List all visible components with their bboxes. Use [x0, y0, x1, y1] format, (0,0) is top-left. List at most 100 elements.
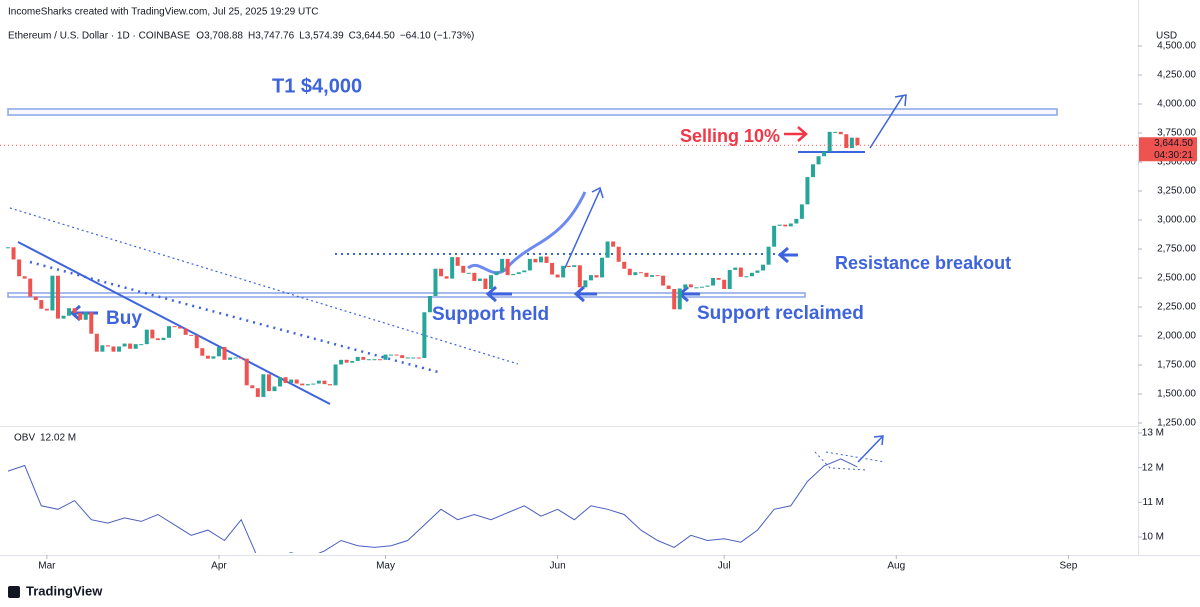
candle [711, 278, 716, 286]
candle [566, 265, 571, 267]
candle [772, 225, 777, 247]
annotation: T1 $4,000 [272, 75, 362, 97]
candle [500, 258, 505, 272]
target-zone [7, 108, 1058, 116]
ohlc-label: O [196, 31, 204, 42]
header: IncomeSharks created with TradingView.co… [8, 7, 319, 18]
candle [305, 384, 310, 386]
candle [200, 348, 205, 356]
countdown: 04:30:21 [1154, 150, 1193, 161]
trend-line [9, 207, 519, 365]
candle [766, 246, 771, 265]
candle [794, 218, 799, 224]
candle [672, 289, 677, 310]
candle [211, 356, 216, 359]
candle [111, 346, 116, 352]
candle [583, 280, 588, 288]
candle [233, 357, 238, 359]
projection [467, 191, 587, 274]
candle [339, 359, 344, 365]
candle [250, 385, 255, 389]
candle [144, 329, 149, 345]
candle [6, 247, 10, 249]
candle [244, 358, 249, 386]
candle [755, 270, 760, 273]
ohlc-label: L [299, 31, 305, 42]
obv-pane [7, 435, 886, 553]
candle [455, 257, 460, 266]
candle [278, 377, 283, 387]
arrow [485, 285, 512, 303]
candle [844, 134, 849, 149]
arrow [677, 285, 700, 303]
ohlc-value: 3,574.39 [305, 31, 344, 42]
candle [61, 315, 66, 319]
candle [577, 265, 582, 288]
y-tick-label: 3,750.00 [1157, 128, 1196, 139]
candle [805, 177, 810, 205]
candle [183, 328, 188, 335]
candle [427, 296, 432, 313]
candle [550, 262, 555, 275]
candle [761, 264, 766, 271]
obv-line [7, 458, 858, 553]
candle [194, 335, 199, 349]
price-pane [0, 94, 1138, 405]
candle [505, 258, 510, 276]
x-tick-label: Aug [887, 561, 905, 572]
change: −64.10 (−1.73%) [400, 31, 475, 42]
candle [466, 272, 471, 274]
candle [83, 312, 88, 320]
candle [55, 275, 60, 319]
candle [444, 276, 449, 279]
y-tick-label: 2,000.00 [1157, 331, 1196, 342]
candle [350, 360, 355, 363]
ohlc-value: 3,644.50 [356, 31, 395, 42]
candle [67, 308, 72, 316]
arrow [573, 285, 597, 303]
obv-trend [825, 451, 886, 463]
candle [377, 359, 382, 361]
candle [744, 276, 749, 278]
candle [777, 224, 782, 226]
candle [22, 276, 27, 279]
candle [594, 275, 599, 278]
y-tick-label: 4,250.00 [1157, 70, 1196, 81]
x-tick-label: Jul [718, 561, 731, 572]
candle [117, 346, 122, 352]
candle [833, 131, 838, 133]
candle [44, 308, 49, 311]
candle [661, 275, 666, 286]
price-label: 3,644.50 [1154, 138, 1193, 149]
y-tick-label: 11 M [1143, 497, 1165, 508]
candle [361, 356, 366, 360]
candle [799, 204, 804, 219]
candle [527, 258, 532, 271]
candle [644, 272, 649, 277]
trend-line [17, 241, 331, 405]
annotation: Buy [106, 308, 142, 329]
candle [533, 258, 538, 263]
candle [838, 131, 843, 135]
candle [666, 285, 671, 290]
trend-line [29, 260, 439, 374]
candle [733, 267, 738, 270]
candle [39, 300, 44, 309]
candle [122, 343, 127, 347]
candle [611, 241, 616, 247]
candle [544, 256, 549, 263]
candle [705, 285, 710, 287]
y-tick-label: 10 M [1142, 532, 1164, 543]
candle [650, 275, 654, 277]
candle [439, 268, 444, 277]
arrow [564, 186, 604, 269]
candle [155, 338, 160, 341]
candle [366, 359, 371, 361]
ohlc-value: 3,708.88 [204, 31, 243, 42]
arrow [869, 94, 907, 149]
annotation: Resistance breakout [835, 253, 1011, 273]
candle [344, 359, 349, 363]
x-tick-label: Mar [38, 561, 56, 572]
candle [816, 156, 821, 165]
candle [422, 312, 427, 359]
